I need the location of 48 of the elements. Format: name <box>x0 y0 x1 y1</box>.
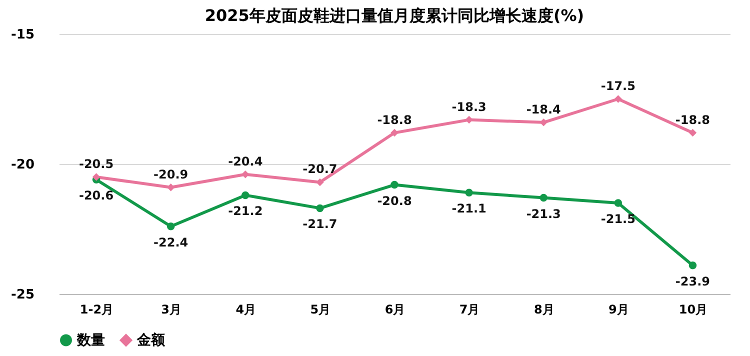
point <box>614 95 622 103</box>
data-label: -21.2 <box>228 204 263 218</box>
point <box>465 188 473 196</box>
chart-title: 2025年皮面皮鞋进口量值月度累计同比增长速度(%) <box>204 6 584 25</box>
data-label: -21.7 <box>302 217 338 232</box>
point <box>92 173 100 181</box>
data-label: -21.1 <box>452 202 486 216</box>
x-tick-label: 8月 <box>534 302 554 316</box>
x-tick-label: 6月 <box>384 302 406 316</box>
point <box>242 191 250 200</box>
x-tick-label: 5月 <box>310 302 331 316</box>
data-label: -20.9 <box>154 167 188 182</box>
data-label: -20.5 <box>78 157 114 171</box>
x-tick-label: 3月 <box>161 302 182 316</box>
point <box>242 170 250 178</box>
data-label: -21.5 <box>600 212 636 226</box>
data-label: -20.4 <box>228 154 263 168</box>
point <box>316 178 324 186</box>
data-label: -22.4 <box>154 235 188 250</box>
point <box>465 116 473 124</box>
data-label: -18.8 <box>675 112 710 127</box>
point <box>390 180 398 189</box>
legend-label: 金额 <box>136 331 166 348</box>
point <box>316 204 324 212</box>
point <box>614 199 622 207</box>
y-tick-label: -20 <box>11 158 34 172</box>
point <box>688 128 697 137</box>
x-tick-label: 7月 <box>459 302 480 316</box>
point <box>390 128 398 137</box>
data-label: -21.3 <box>526 206 561 221</box>
x-tick-label: 4月 <box>236 302 256 316</box>
data-label: -20.8 <box>377 194 412 208</box>
data-label: -20.7 <box>302 162 338 176</box>
data-label: -23.9 <box>675 274 710 288</box>
legend-label: 数量 <box>76 332 105 348</box>
data-label: -17.5 <box>600 79 636 93</box>
x-tick-label: 1-2月 <box>80 302 114 316</box>
point <box>540 194 548 202</box>
point <box>166 222 175 230</box>
x-tick-label: 9月 <box>608 302 629 316</box>
y-tick-label: -15 <box>11 28 34 42</box>
data-label: -18.3 <box>452 100 486 114</box>
y-tick-label: -25 <box>11 288 34 302</box>
data-label: -18.8 <box>377 112 412 127</box>
x-tick-label: 10月 <box>678 302 708 316</box>
data-label: -20.6 <box>78 188 114 203</box>
data-label: -18.4 <box>526 102 561 116</box>
point <box>688 262 697 270</box>
